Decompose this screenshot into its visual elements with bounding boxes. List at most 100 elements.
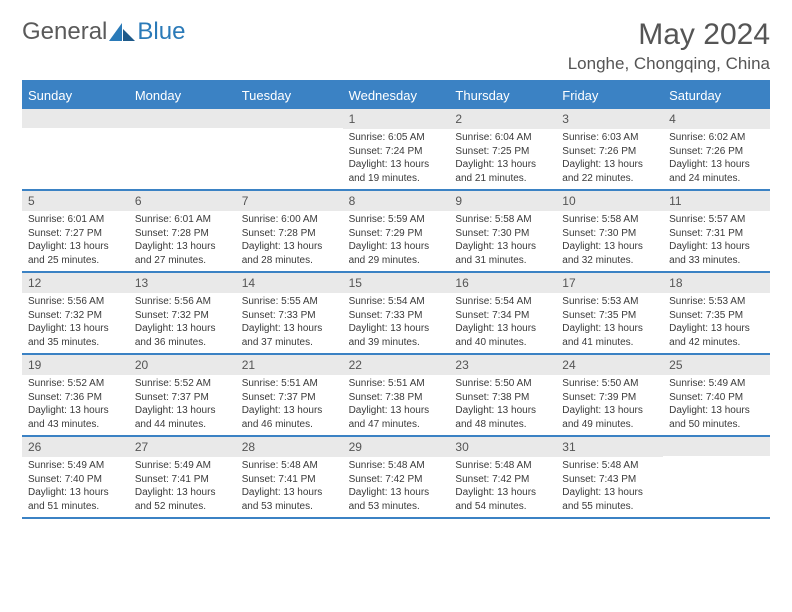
- sunset-text: Sunset: 7:30 PM: [562, 227, 657, 241]
- daylight-text: Daylight: 13 hours and 54 minutes.: [455, 486, 550, 513]
- day-cell: 31Sunrise: 5:48 AMSunset: 7:43 PMDayligh…: [556, 437, 663, 517]
- daylight-text: Daylight: 13 hours and 24 minutes.: [669, 158, 764, 185]
- day-number: 7: [236, 191, 343, 211]
- day-cell: 22Sunrise: 5:51 AMSunset: 7:38 PMDayligh…: [343, 355, 450, 435]
- day-number: [129, 109, 236, 128]
- day-number: 12: [22, 273, 129, 293]
- brand-part2: Blue: [137, 18, 185, 46]
- week-row: 12Sunrise: 5:56 AMSunset: 7:32 PMDayligh…: [22, 273, 770, 355]
- week-row: 26Sunrise: 5:49 AMSunset: 7:40 PMDayligh…: [22, 437, 770, 519]
- daylight-text: Daylight: 13 hours and 33 minutes.: [669, 240, 764, 267]
- day-cell: [236, 109, 343, 189]
- day-number: [22, 109, 129, 128]
- sunrise-text: Sunrise: 5:52 AM: [28, 377, 123, 391]
- day-number: 25: [663, 355, 770, 375]
- day-details: Sunrise: 5:56 AMSunset: 7:32 PMDaylight:…: [22, 293, 129, 353]
- sunrise-text: Sunrise: 5:49 AM: [135, 459, 230, 473]
- sunrise-text: Sunrise: 5:56 AM: [135, 295, 230, 309]
- day-cell: 21Sunrise: 5:51 AMSunset: 7:37 PMDayligh…: [236, 355, 343, 435]
- daylight-text: Daylight: 13 hours and 21 minutes.: [455, 158, 550, 185]
- sunset-text: Sunset: 7:33 PM: [242, 309, 337, 323]
- sunset-text: Sunset: 7:40 PM: [28, 473, 123, 487]
- week-row: 19Sunrise: 5:52 AMSunset: 7:36 PMDayligh…: [22, 355, 770, 437]
- day-number: 1: [343, 109, 450, 129]
- sunrise-text: Sunrise: 5:56 AM: [28, 295, 123, 309]
- daylight-text: Daylight: 13 hours and 40 minutes.: [455, 322, 550, 349]
- daylight-text: Daylight: 13 hours and 42 minutes.: [669, 322, 764, 349]
- day-cell: 5Sunrise: 6:01 AMSunset: 7:27 PMDaylight…: [22, 191, 129, 271]
- day-cell: 15Sunrise: 5:54 AMSunset: 7:33 PMDayligh…: [343, 273, 450, 353]
- sunset-text: Sunset: 7:32 PM: [135, 309, 230, 323]
- daylight-text: Daylight: 13 hours and 55 minutes.: [562, 486, 657, 513]
- weeks-container: 1Sunrise: 6:05 AMSunset: 7:24 PMDaylight…: [22, 109, 770, 519]
- location: Longhe, Chongqing, China: [568, 54, 770, 74]
- day-number: 14: [236, 273, 343, 293]
- day-cell: 18Sunrise: 5:53 AMSunset: 7:35 PMDayligh…: [663, 273, 770, 353]
- day-number: 13: [129, 273, 236, 293]
- sunset-text: Sunset: 7:41 PM: [242, 473, 337, 487]
- day-details: Sunrise: 5:48 AMSunset: 7:42 PMDaylight:…: [343, 457, 450, 517]
- day-cell: 19Sunrise: 5:52 AMSunset: 7:36 PMDayligh…: [22, 355, 129, 435]
- day-cell: 3Sunrise: 6:03 AMSunset: 7:26 PMDaylight…: [556, 109, 663, 189]
- sunrise-text: Sunrise: 6:03 AM: [562, 131, 657, 145]
- sunset-text: Sunset: 7:28 PM: [135, 227, 230, 241]
- day-cell: 10Sunrise: 5:58 AMSunset: 7:30 PMDayligh…: [556, 191, 663, 271]
- daylight-text: Daylight: 13 hours and 36 minutes.: [135, 322, 230, 349]
- day-number: 21: [236, 355, 343, 375]
- day-cell: 13 Sunrise: 5:56 AMSunset: 7:32 PMDayligh…: [129, 273, 236, 353]
- day-details: Sunrise: 5:50 AMSunset: 7:38 PMDaylight:…: [449, 375, 556, 435]
- day-number: 22: [343, 355, 450, 375]
- day-cell: 28Sunrise: 5:48 AMSunset: 7:41 PMDayligh…: [236, 437, 343, 517]
- sunrise-text: Sunrise: 6:01 AM: [28, 213, 123, 227]
- daylight-text: Daylight: 13 hours and 50 minutes.: [669, 404, 764, 431]
- sunset-text: Sunset: 7:40 PM: [669, 391, 764, 405]
- sail-icon: [109, 23, 135, 41]
- sunset-text: Sunset: 7:38 PM: [455, 391, 550, 405]
- daylight-text: Daylight: 13 hours and 48 minutes.: [455, 404, 550, 431]
- day-details: Sunrise: 6:00 AMSunset: 7:28 PMDaylight:…: [236, 211, 343, 271]
- day-details: Sunrise: 5:58 AMSunset: 7:30 PMDaylight:…: [556, 211, 663, 271]
- sunrise-text: Sunrise: 5:50 AM: [455, 377, 550, 391]
- day-number: 11: [663, 191, 770, 211]
- sunset-text: Sunset: 7:42 PM: [349, 473, 444, 487]
- day-details: Sunrise: 5:51 AMSunset: 7:37 PMDaylight:…: [236, 375, 343, 435]
- day-details: Sunrise: 5:50 AMSunset: 7:39 PMDaylight:…: [556, 375, 663, 435]
- week-row: 5Sunrise: 6:01 AMSunset: 7:27 PMDaylight…: [22, 191, 770, 273]
- day-cell: 9Sunrise: 5:58 AMSunset: 7:30 PMDaylight…: [449, 191, 556, 271]
- daylight-text: Daylight: 13 hours and 25 minutes.: [28, 240, 123, 267]
- sunrise-text: Sunrise: 5:48 AM: [455, 459, 550, 473]
- sunrise-text: Sunrise: 5:59 AM: [349, 213, 444, 227]
- day-details: Sunrise: 5:48 AMSunset: 7:43 PMDaylight:…: [556, 457, 663, 517]
- day-cell: 2Sunrise: 6:04 AMSunset: 7:25 PMDaylight…: [449, 109, 556, 189]
- sunset-text: Sunset: 7:43 PM: [562, 473, 657, 487]
- sunset-text: Sunset: 7:32 PM: [28, 309, 123, 323]
- daylight-text: Daylight: 13 hours and 47 minutes.: [349, 404, 444, 431]
- day-number: 8: [343, 191, 450, 211]
- weekday-sat: Saturday: [663, 83, 770, 109]
- sunset-text: Sunset: 7:33 PM: [349, 309, 444, 323]
- day-number: 16: [449, 273, 556, 293]
- daylight-text: Daylight: 13 hours and 27 minutes.: [135, 240, 230, 267]
- day-number: 24: [556, 355, 663, 375]
- day-cell: [22, 109, 129, 189]
- sunrise-text: Sunrise: 5:49 AM: [669, 377, 764, 391]
- day-details: Sunrise: 5:48 AMSunset: 7:42 PMDaylight:…: [449, 457, 556, 517]
- sunrise-text: Sunrise: 5:48 AM: [242, 459, 337, 473]
- daylight-text: Daylight: 13 hours and 29 minutes.: [349, 240, 444, 267]
- day-details: Sunrise: 5:54 AMSunset: 7:33 PMDaylight:…: [343, 293, 450, 353]
- sunset-text: Sunset: 7:26 PM: [562, 145, 657, 159]
- sunrise-text: Sunrise: 5:50 AM: [562, 377, 657, 391]
- day-cell: 16Sunrise: 5:54 AMSunset: 7:34 PMDayligh…: [449, 273, 556, 353]
- day-details: Sunrise: 5:53 AMSunset: 7:35 PMDaylight:…: [556, 293, 663, 353]
- day-cell: 25 Sunrise: 5:49 AMSunset: 7:40 PMDayligh…: [663, 355, 770, 435]
- weekday-header: Sunday Monday Tuesday Wednesday Thursday…: [22, 83, 770, 109]
- weekday-thu: Thursday: [449, 83, 556, 109]
- sunset-text: Sunset: 7:39 PM: [562, 391, 657, 405]
- day-cell: 14Sunrise: 5:55 AMSunset: 7:33 PMDayligh…: [236, 273, 343, 353]
- day-details: Sunrise: 6:02 AMSunset: 7:26 PMDaylight:…: [663, 129, 770, 189]
- sunrise-text: Sunrise: 5:54 AM: [349, 295, 444, 309]
- sunrise-text: Sunrise: 5:57 AM: [669, 213, 764, 227]
- brand-part1: General: [22, 18, 107, 46]
- sunrise-text: Sunrise: 5:52 AM: [135, 377, 230, 391]
- title-block: May 2024 Longhe, Chongqing, China: [568, 18, 770, 74]
